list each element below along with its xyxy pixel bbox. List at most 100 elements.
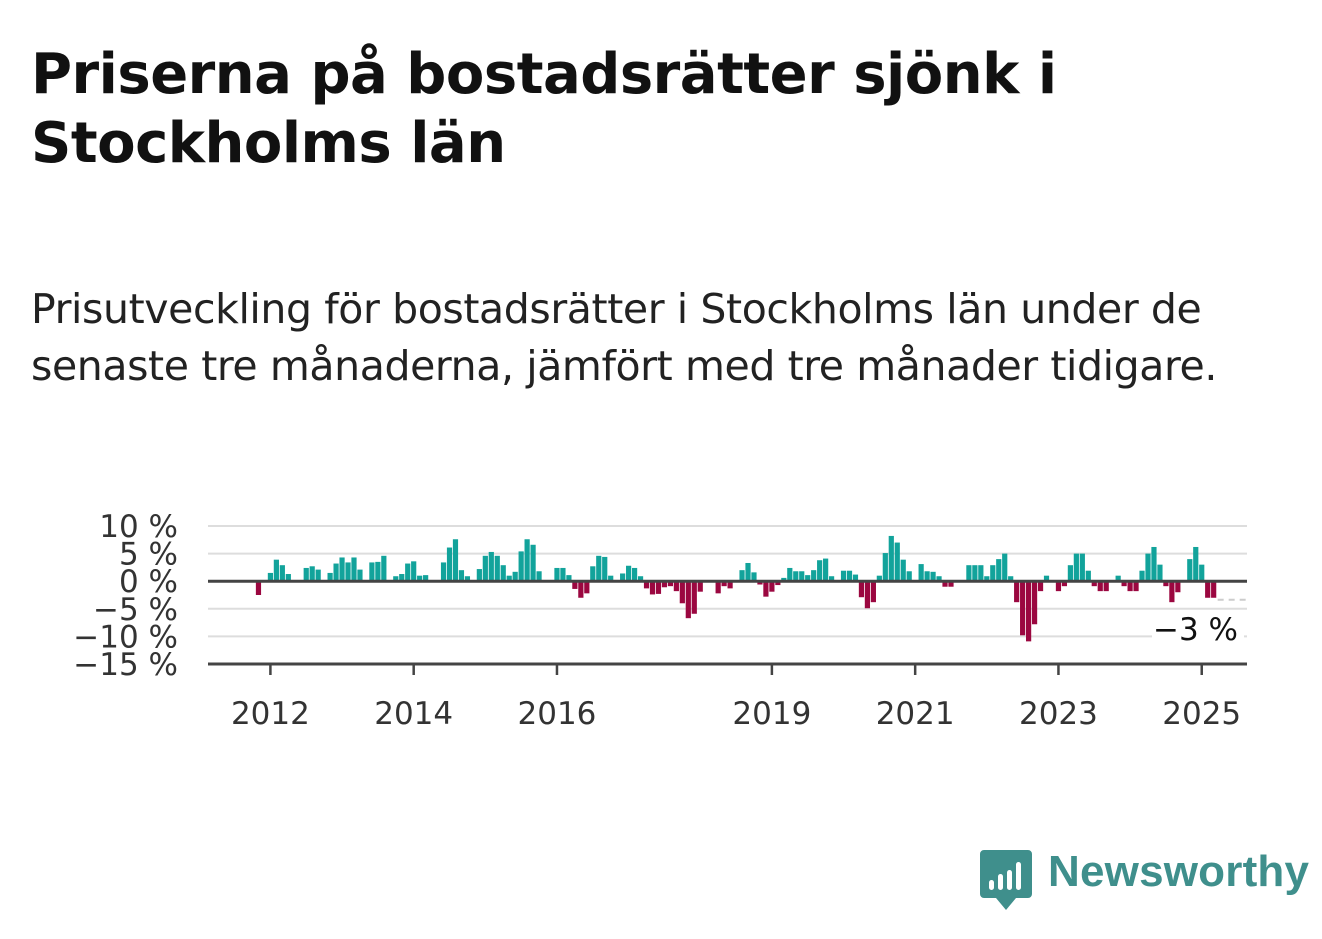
bar — [393, 576, 399, 582]
bar-chart: 10 %5 %0 %−5 %−10 %−15 % 2012 2014 2016 201… — [73, 509, 1247, 732]
bar — [572, 581, 578, 589]
bar — [781, 577, 787, 582]
bar — [500, 565, 506, 582]
bar — [1133, 581, 1139, 592]
bar — [602, 556, 608, 582]
last-value-annotation: −3 % — [1152, 598, 1247, 648]
bar — [524, 539, 530, 582]
bar — [924, 571, 930, 582]
bar — [1187, 559, 1193, 582]
bar — [351, 557, 357, 582]
bar — [1127, 581, 1133, 592]
bar — [787, 567, 793, 582]
bar — [608, 575, 614, 582]
bar — [655, 581, 662, 594]
bar — [1103, 581, 1109, 592]
bar — [369, 562, 375, 582]
bar — [894, 542, 900, 582]
bar — [440, 562, 447, 582]
bar — [1002, 553, 1008, 582]
bar — [339, 557, 345, 582]
bar — [631, 567, 638, 582]
y-tick-label: 10 % — [99, 509, 178, 545]
bar — [417, 575, 423, 582]
x-axis: 2012 2014 2016 2019 2021 2023 2025 — [208, 662, 1247, 732]
bar — [1163, 581, 1169, 587]
chart-subtitle: Prisutveckling för bostadsrätter i Stock… — [31, 285, 1218, 390]
bar — [1091, 581, 1097, 587]
bar — [482, 555, 488, 582]
bar — [327, 572, 333, 582]
bar — [978, 565, 984, 582]
bar — [948, 581, 954, 587]
y-tick-label: −10 % — [73, 619, 178, 655]
bar — [1151, 546, 1157, 582]
bar — [990, 565, 996, 582]
bar — [691, 581, 697, 614]
bar — [942, 581, 948, 587]
bar — [715, 581, 721, 594]
bar — [488, 551, 494, 582]
bar — [667, 581, 673, 587]
bar — [745, 562, 751, 582]
bar — [673, 581, 679, 592]
bar — [930, 571, 936, 582]
bar — [1175, 581, 1181, 593]
annotation-background — [1152, 612, 1244, 648]
bar — [1079, 553, 1085, 582]
bar — [763, 581, 769, 597]
bar — [578, 581, 584, 598]
x-tick-label: 2014 — [374, 696, 453, 732]
bar — [811, 570, 817, 582]
bar — [399, 574, 405, 582]
bar — [566, 575, 572, 582]
bar — [381, 555, 387, 582]
bar — [1097, 581, 1103, 592]
bar — [739, 570, 745, 582]
brand-name: Newsworthy — [1048, 847, 1310, 896]
bar — [1115, 575, 1121, 582]
bar — [375, 561, 381, 582]
bar — [1061, 581, 1068, 587]
bar — [620, 573, 626, 582]
bar — [1193, 546, 1199, 582]
bar — [966, 565, 972, 582]
bar — [476, 569, 482, 582]
bar — [512, 571, 518, 582]
bar — [446, 547, 453, 582]
newsworthy-logo-icon — [980, 850, 1032, 910]
bar — [1121, 581, 1127, 587]
bar — [405, 563, 411, 582]
bar — [285, 574, 291, 582]
bar — [1139, 570, 1145, 582]
bar — [661, 581, 668, 588]
bar — [649, 581, 656, 595]
bar — [255, 581, 262, 595]
bar — [906, 571, 912, 582]
bar — [309, 566, 315, 582]
bar — [828, 576, 835, 582]
bar — [1037, 581, 1044, 592]
bar — [333, 563, 339, 582]
x-tick-label: 2019 — [732, 696, 811, 732]
y-tick-label: 0 % — [119, 564, 178, 600]
bar — [864, 581, 871, 609]
bar — [751, 572, 757, 582]
bar-series — [255, 535, 1217, 642]
bar — [590, 566, 596, 582]
bar — [345, 562, 351, 582]
chart-title: Priserna på bostadsrätter sjönk i Stockh… — [31, 42, 1057, 176]
bar — [1199, 564, 1205, 582]
bar — [1043, 575, 1050, 582]
bar — [799, 571, 805, 582]
bar — [775, 581, 781, 586]
bar — [870, 581, 876, 603]
bar — [506, 575, 512, 582]
bar — [1067, 565, 1073, 582]
bar — [1014, 581, 1020, 603]
bar — [596, 555, 602, 582]
bar — [626, 565, 632, 582]
bar — [1055, 581, 1062, 592]
bar — [888, 535, 894, 582]
bar — [279, 565, 285, 582]
